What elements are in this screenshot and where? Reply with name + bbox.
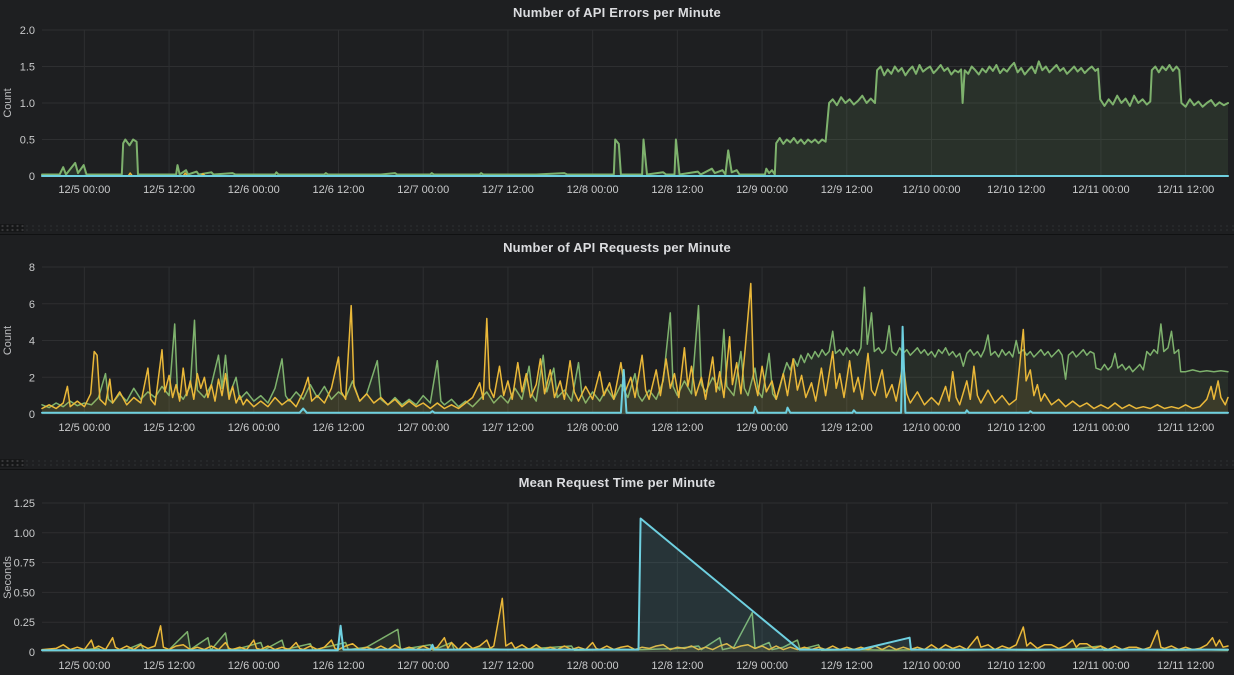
- y-axis-tick-labels: 0 0.5 1.0 1.5 2.0: [20, 25, 35, 183]
- panel-mean-request-time: Mean Request Time per Minute 0 0.25 0.50 0.…: [0, 470, 1234, 675]
- chart-canvas[interactable]: 0 0.5 1.0 1.5 2.0 12/5 00:00 12/5 12:00 12/6 00…: [0, 0, 1234, 235]
- x-tick-label: 12/8 12:00: [651, 184, 703, 196]
- y-tick-label: 1.0: [20, 98, 35, 110]
- x-axis-tick-labels: 12/5 00:00 12/5 12:00 12/6 00:00 12/6 12:00…: [58, 184, 1214, 196]
- x-tick-label: 12/9 00:00: [736, 422, 788, 434]
- x-tick-label: 12/5 12:00: [143, 184, 195, 196]
- x-axis-tick-labels: 12/5 00:00 12/5 12:00 12/6 00:00 12/6 12:00…: [58, 422, 1214, 434]
- series-blue-line: [41, 517, 1229, 652]
- x-tick-label: 12/9 12:00: [821, 660, 873, 672]
- x-tick-label: 12/11 12:00: [1157, 660, 1214, 672]
- y-tick-label: 2.0: [20, 25, 35, 37]
- x-tick-label: 12/7 00:00: [397, 184, 449, 196]
- x-tick-label: 12/9 12:00: [821, 184, 873, 196]
- x-tick-label: 12/7 12:00: [482, 660, 534, 672]
- x-tick-label: 12/10 00:00: [902, 184, 960, 196]
- x-tick-label: 12/10 12:00: [987, 660, 1045, 672]
- series-yellow-line: [41, 282, 1229, 410]
- x-tick-label: 12/11 12:00: [1157, 184, 1214, 196]
- x-tick-label: 12/8 00:00: [567, 660, 619, 672]
- gridlines: [42, 29, 1228, 177]
- x-tick-label: 12/9 12:00: [821, 422, 873, 434]
- y-axis-label: Count: [2, 88, 14, 117]
- x-tick-label: 12/11 00:00: [1072, 422, 1129, 434]
- y-tick-label: 2: [29, 372, 35, 384]
- x-tick-label: 12/8 00:00: [567, 184, 619, 196]
- x-tick-label: 12/6 00:00: [228, 184, 280, 196]
- y-tick-label: 0.50: [14, 587, 35, 599]
- row-separator-dots: [24, 224, 1234, 232]
- y-axis-tick-labels: 0 2 4 6 8: [29, 262, 35, 421]
- x-tick-label: 12/7 12:00: [482, 422, 534, 434]
- x-tick-label: 12/9 00:00: [736, 660, 788, 672]
- x-tick-label: 12/6 00:00: [228, 660, 280, 672]
- y-tick-label: 0: [29, 409, 35, 421]
- chart-canvas[interactable]: 0 0.25 0.50 0.75 1.00 1.25 12/5 00:00 12/5 12:0…: [0, 470, 1234, 675]
- y-tick-label: 6: [29, 299, 35, 311]
- y-tick-label: 0: [29, 171, 35, 183]
- series-green-line: [41, 60, 1229, 176]
- x-tick-label: 12/8 12:00: [651, 660, 703, 672]
- y-tick-label: 0: [29, 647, 35, 659]
- panel-api-errors: Number of API Errors per Minute 0 0.5 1.0 1…: [0, 0, 1234, 235]
- y-axis-tick-labels: 0 0.25 0.50 0.75 1.00 1.25: [14, 498, 35, 659]
- x-tick-label: 12/10 00:00: [902, 660, 960, 672]
- panel-title-api-requests[interactable]: Number of API Requests per Minute: [503, 240, 731, 255]
- x-tick-label: 12/6 12:00: [313, 422, 365, 434]
- panel-title-api-errors[interactable]: Number of API Errors per Minute: [513, 5, 721, 20]
- y-tick-label: 1.25: [14, 498, 35, 510]
- y-axis-label: Seconds: [2, 556, 14, 599]
- x-tick-label: 12/10 00:00: [902, 422, 960, 434]
- x-tick-label: 12/8 12:00: [651, 422, 703, 434]
- row-resize-handle[interactable]: [0, 224, 24, 232]
- x-tick-label: 12/5 12:00: [143, 660, 195, 672]
- x-tick-label: 12/7 00:00: [397, 422, 449, 434]
- series-blue-line: [41, 325, 1229, 414]
- panel-title-mean-request-time[interactable]: Mean Request Time per Minute: [518, 475, 716, 490]
- series-yellow-line: [41, 597, 1229, 651]
- row-separator-dots: [24, 459, 1234, 467]
- x-tick-label: 12/6 12:00: [313, 660, 365, 672]
- x-tick-label: 12/10 12:00: [987, 184, 1045, 196]
- y-tick-label: 8: [29, 262, 35, 274]
- x-tick-label: 12/7 12:00: [482, 184, 534, 196]
- y-tick-label: 4: [29, 336, 35, 348]
- y-tick-label: 0.75: [14, 558, 35, 570]
- gridlines: [42, 502, 1228, 653]
- y-tick-label: 0.25: [14, 617, 35, 629]
- series-blue-fill: [42, 518, 1228, 652]
- x-tick-label: 12/5 00:00: [58, 660, 110, 672]
- y-axis-label: Count: [2, 326, 14, 355]
- x-tick-label: 12/11 00:00: [1072, 184, 1129, 196]
- x-tick-label: 12/9 00:00: [736, 184, 788, 196]
- chart-canvas[interactable]: 0 2 4 6 8 12/5 00:00 12/5 12:00 12/6 00:00 12/6 …: [0, 235, 1234, 470]
- y-tick-label: 0.5: [20, 135, 35, 147]
- x-axis-tick-labels: 12/5 00:00 12/5 12:00 12/6 00:00 12/6 12:00…: [58, 660, 1214, 672]
- series-green-fill: [42, 287, 1228, 414]
- x-tick-label: 12/5 00:00: [58, 422, 110, 434]
- x-tick-label: 12/11 12:00: [1157, 422, 1214, 434]
- panel-api-requests: Number of API Requests per Minute 0 2 4 6 8 1…: [0, 235, 1234, 470]
- x-tick-label: 12/6 12:00: [313, 184, 365, 196]
- series-yellow-fill: [42, 598, 1228, 652]
- x-tick-label: 12/5 00:00: [58, 184, 110, 196]
- y-tick-label: 1.5: [20, 62, 35, 74]
- x-tick-label: 12/8 00:00: [567, 422, 619, 434]
- x-tick-label: 12/7 00:00: [397, 660, 449, 672]
- series-yellow-fill: [42, 283, 1228, 414]
- x-tick-label: 12/6 00:00: [228, 422, 280, 434]
- x-tick-label: 12/11 00:00: [1072, 660, 1129, 672]
- series-green-fill: [42, 61, 1228, 176]
- row-resize-handle[interactable]: [0, 459, 24, 467]
- x-tick-label: 12/10 12:00: [987, 422, 1045, 434]
- series-yellow-line: [41, 172, 1229, 177]
- x-tick-label: 12/5 12:00: [143, 422, 195, 434]
- y-tick-label: 1.00: [14, 528, 35, 540]
